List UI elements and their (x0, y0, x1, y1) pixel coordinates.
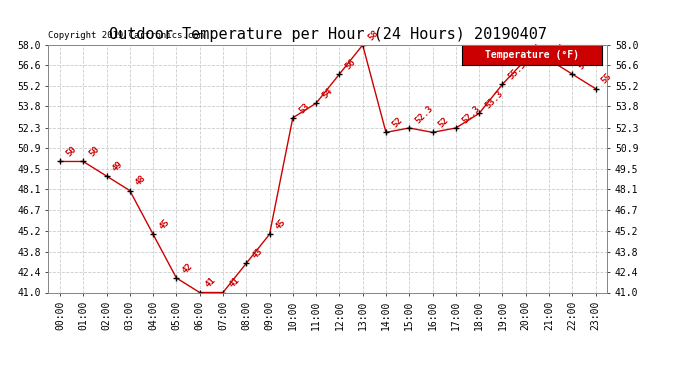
Text: 41: 41 (227, 276, 241, 290)
Text: 58: 58 (367, 28, 381, 42)
Text: 57: 57 (553, 43, 567, 57)
Text: 50: 50 (88, 145, 101, 159)
Text: 45: 45 (157, 217, 171, 231)
Text: 53.3: 53.3 (483, 89, 505, 111)
Text: 45: 45 (274, 217, 288, 231)
Text: 41: 41 (204, 276, 218, 290)
Text: 56: 56 (576, 57, 591, 71)
Text: 52.3: 52.3 (460, 104, 482, 125)
Title: Outdoor Temperature per Hour (24 Hours) 20190407: Outdoor Temperature per Hour (24 Hours) … (109, 27, 546, 42)
Text: 55: 55 (600, 72, 613, 86)
Text: 50: 50 (64, 145, 78, 159)
Text: 55.3: 55.3 (506, 60, 528, 81)
Text: 52: 52 (390, 116, 404, 130)
Text: 57: 57 (530, 43, 544, 57)
Text: 52.3: 52.3 (413, 104, 435, 125)
Text: 48: 48 (134, 174, 148, 188)
Text: 42: 42 (181, 261, 195, 275)
Text: 49: 49 (110, 159, 125, 173)
Text: 54: 54 (320, 87, 334, 100)
Text: 56: 56 (344, 57, 357, 71)
Text: Copyright 2019 Cartronics.com: Copyright 2019 Cartronics.com (48, 31, 204, 40)
Text: 43: 43 (250, 247, 264, 261)
Text: 52: 52 (437, 116, 451, 130)
Text: 53: 53 (297, 101, 311, 115)
